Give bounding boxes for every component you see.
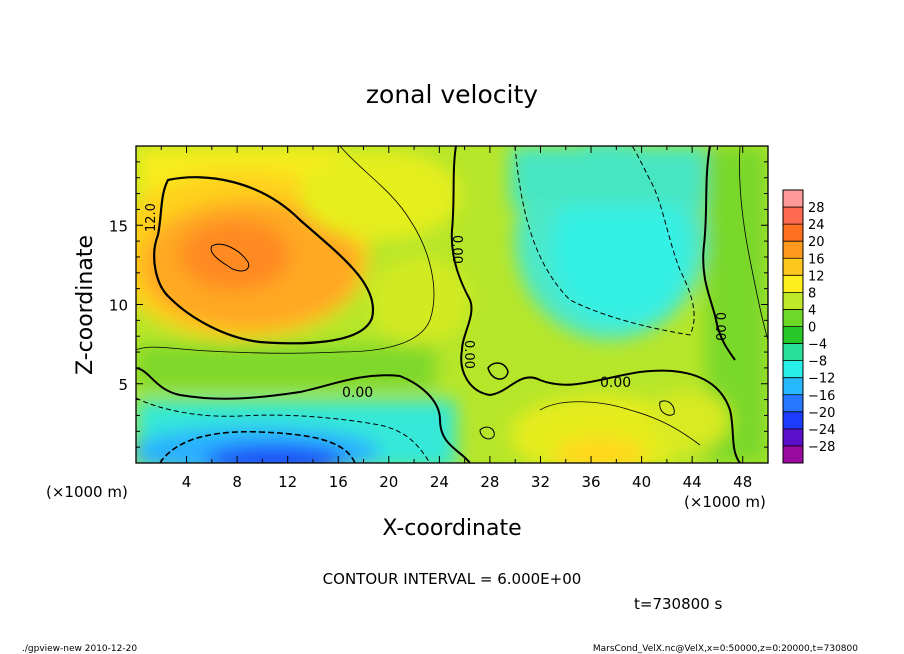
y-tick-label: 10 (109, 297, 128, 315)
y-axis-label: Z-coordinate (73, 235, 98, 375)
colorbar-tick-label: 4 (808, 303, 816, 318)
colorbar-tick-label: −24 (808, 423, 835, 438)
colorbar-swatch (783, 445, 803, 464)
x-axis-label: X-coordinate (382, 516, 521, 541)
chart-title: zonal velocity (366, 80, 538, 109)
x-tick-label: 20 (379, 473, 398, 491)
colorbar-swatch (783, 309, 803, 327)
y-axis: 5 10 15 (109, 161, 768, 448)
x-tick-label: 24 (430, 473, 449, 491)
colorbar-tick-label: −16 (808, 389, 835, 404)
colorbar-tick-label: −20 (808, 406, 835, 421)
colorbar-swatch (783, 241, 803, 259)
x-unit-note-left: (×1000 m) (46, 483, 128, 501)
contour-small-loop-3 (659, 400, 675, 416)
colorbar-swatch (783, 292, 803, 310)
colorbar-tick-label: 12 (808, 269, 825, 284)
y-tick-label: 5 (118, 376, 128, 394)
contour-18 (210, 243, 250, 272)
x-tick-label: 16 (329, 473, 348, 491)
x-tick-label: 44 (683, 473, 702, 491)
contour-neg6-bottom (136, 397, 431, 463)
contour-12 (153, 176, 375, 345)
x-tick-label: 36 (581, 473, 600, 491)
contour-label: 0.00 (712, 312, 727, 341)
colorbar-tick-label: −4 (808, 338, 827, 353)
contour-small-loop-2 (479, 426, 495, 440)
colorbar-tick-label: 16 (808, 252, 825, 267)
colorbar-tick-label: −8 (808, 355, 827, 370)
colorbar-swatch (783, 360, 803, 379)
time-label: t=730800 s (634, 595, 722, 613)
contour-0-right (489, 369, 741, 463)
contour-neg6-dashed (514, 146, 695, 336)
x-tick-label: 32 (531, 473, 550, 491)
x-unit-note-right: (×1000 m) (684, 493, 766, 511)
colorbar-tick-label: 0 (808, 321, 816, 336)
contour-0-upper-right (702, 146, 736, 361)
colorbar-swatch (783, 275, 803, 293)
x-tick-label: 40 (632, 473, 651, 491)
colorbar-swatch (783, 394, 803, 413)
colorbar-tick-label: 28 (808, 201, 825, 216)
contour-label: 12.0 (144, 203, 159, 232)
colorbar-swatch (783, 326, 803, 345)
contour-0-mid (450, 146, 491, 396)
colorbar-swatch (783, 411, 803, 430)
x-axis: 4 8 12 16 20 24 28 32 36 40 44 48 (160, 146, 752, 491)
colorbar: 28 24 20 16 12 8 4 0 −4 −8 −12 −16 −20 −24 −28 (782, 189, 835, 464)
contour-6-right-thin (739, 146, 768, 341)
footer-left: ./gpview-new 2010-12-20 (22, 644, 137, 654)
contour-lines (136, 146, 768, 463)
colorbar-swatch (783, 190, 803, 208)
contour-label: 0.00 (461, 340, 476, 369)
colorbar-swatch (783, 207, 803, 225)
colorbar-swatch (783, 377, 803, 396)
heatmap-field (136, 146, 768, 463)
colorbar-swatch (783, 343, 803, 362)
contour-0-left (136, 367, 471, 463)
contour-label: 0.00 (600, 375, 631, 391)
contour-label-group: 12.0 0.00 0.00 0.00 0.00 0.00 (144, 203, 727, 401)
x-tick-label: 48 (733, 473, 752, 491)
contour-6-bottom-right (539, 401, 701, 446)
x-tick-label: 8 (232, 473, 242, 491)
contour-small-loop-1 (487, 362, 509, 380)
colorbar-tick-label: 8 (808, 286, 816, 301)
contour-neg12-bottom (159, 430, 356, 463)
x-tick-label: 28 (480, 473, 499, 491)
colorbar-tick-label: 20 (808, 235, 825, 250)
x-tick-label: 4 (182, 473, 192, 491)
colorbar-swatch (783, 258, 803, 276)
colorbar-swatch (783, 224, 803, 242)
contour-label: 0.00 (342, 385, 373, 401)
y-tick-label: 15 (109, 217, 128, 235)
contour-6-thin (136, 146, 435, 354)
footer-right: MarsCond_VelX.nc@VelX,x=0:50000,z=0:2000… (593, 644, 858, 654)
x-tick-label: 12 (278, 473, 297, 491)
contour-label: 0.00 (449, 235, 464, 264)
colorbar-swatch (783, 428, 803, 447)
colorbar-tick-label: −12 (808, 372, 835, 387)
contour-interval-text: CONTOUR INTERVAL = 6.000E+00 (323, 570, 582, 588)
colorbar-tick-label: −28 (808, 440, 835, 455)
colorbar-tick-label: 24 (808, 218, 825, 233)
